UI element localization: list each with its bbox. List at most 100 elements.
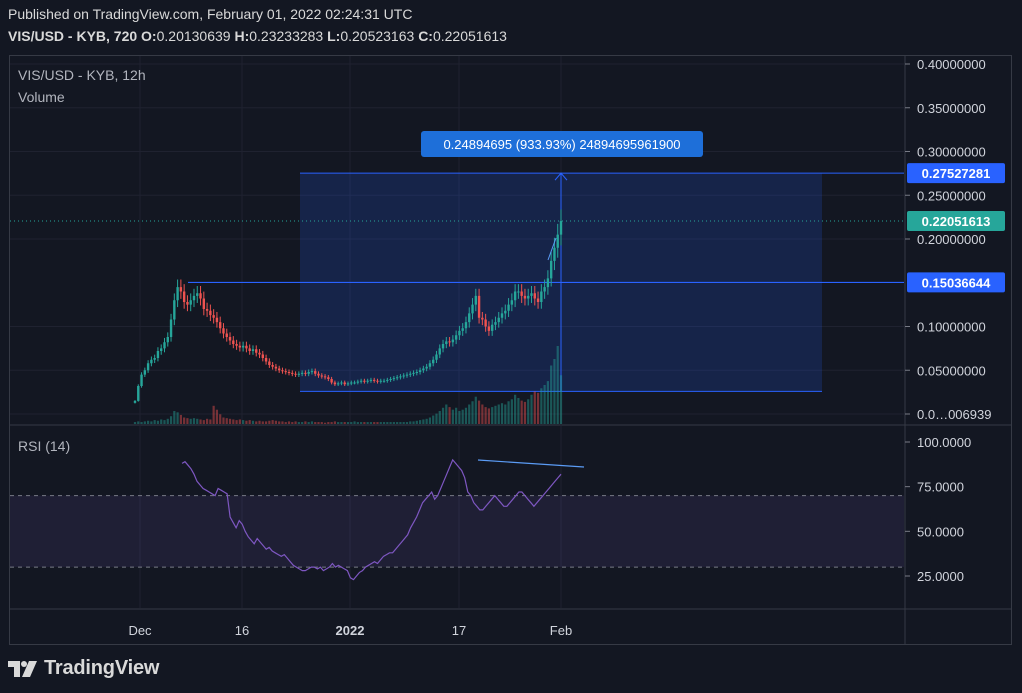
candle-body	[464, 322, 468, 329]
candle-body	[500, 313, 504, 318]
candle-body	[350, 382, 353, 384]
tradingview-logo-icon	[8, 660, 37, 677]
close-value: 0.22051613	[432, 28, 507, 44]
rsi-line	[181, 458, 562, 581]
volume-bar	[179, 414, 182, 424]
candle-body	[284, 371, 287, 373]
volume-bar	[517, 398, 520, 424]
volume-bar	[186, 418, 189, 424]
volume-bar	[428, 417, 432, 424]
volume-bar	[287, 421, 291, 424]
volume-bar	[540, 388, 543, 424]
volume-bar	[441, 407, 445, 424]
tradingview-logo[interactable]: TradingView	[8, 657, 159, 680]
candle-body	[530, 293, 533, 296]
candle-body	[379, 380, 382, 382]
measure-label-box[interactable]: 0.24894695 (933.93%) 24894695961900	[421, 131, 703, 157]
volume-bar	[386, 422, 389, 424]
candle-body	[346, 383, 350, 385]
volume-bar	[294, 421, 297, 424]
volume-bar	[402, 422, 405, 424]
candle-body	[225, 333, 228, 337]
volume-bar	[343, 422, 346, 424]
candle-body	[153, 358, 156, 360]
volume-bar	[183, 417, 186, 424]
volume-bar	[363, 422, 366, 424]
candle-body	[418, 370, 422, 372]
candle-body	[471, 304, 474, 314]
volume-bar	[497, 404, 500, 424]
price-badge-label: 0.15036644	[922, 275, 991, 290]
rsi-tick-label: 75.0000	[917, 480, 964, 495]
volume-bar	[474, 396, 477, 424]
candle-body	[523, 295, 527, 299]
volume-bar	[484, 407, 487, 424]
volume-bar	[487, 408, 491, 424]
candle-body	[336, 383, 340, 385]
candle-body	[333, 382, 337, 385]
low-value: 0.20523163	[340, 28, 415, 44]
candle-body	[353, 382, 356, 384]
candle-body	[137, 386, 140, 401]
candle-body	[277, 368, 281, 371]
volume-bar	[310, 421, 314, 424]
candle-body	[366, 380, 369, 382]
volume-bar	[212, 405, 215, 424]
volume-bar	[533, 391, 536, 424]
volume-bar	[399, 422, 402, 424]
candle-body	[173, 300, 176, 320]
volume-bar	[556, 346, 559, 424]
volume-bar	[245, 420, 248, 424]
volume-bar	[477, 400, 481, 424]
volume-bar	[301, 422, 304, 424]
candle-body	[251, 349, 255, 351]
price-trend-line[interactable]	[547, 237, 557, 261]
volume-bar	[350, 422, 353, 424]
candle-body	[448, 341, 451, 343]
volume-bar	[173, 411, 176, 424]
volume-bar	[369, 422, 373, 424]
volume-bar	[189, 418, 192, 424]
candle-body	[428, 363, 432, 367]
volume-bar	[323, 422, 327, 424]
candle-body	[156, 351, 160, 358]
candle-body	[160, 348, 163, 351]
candle-body	[268, 361, 271, 365]
volume-bar	[196, 418, 199, 424]
volume-bar	[425, 418, 428, 424]
time-label-dec: Dec	[128, 623, 152, 638]
volume-bar	[176, 412, 179, 424]
candle-body	[219, 322, 222, 329]
candle-body	[146, 363, 150, 371]
price-axis[interactable]: 0.40000000 0.35000000 0.30000000 0.25000000…	[905, 57, 991, 422]
volume-bar	[284, 422, 287, 424]
measure-label: 0.24894695 (933.93%) 24894695961900	[443, 137, 680, 152]
price-tick-label: 0.40000000	[917, 57, 986, 72]
candle-body	[373, 379, 376, 381]
candle-body	[261, 354, 264, 358]
volume-bar	[451, 409, 454, 424]
rsi-tick-label: 25.0000	[917, 569, 964, 584]
volume-bar	[219, 414, 222, 424]
volume-bar	[514, 394, 517, 424]
candle-body	[481, 317, 484, 320]
volume-bar	[215, 409, 219, 424]
volume-bar	[222, 417, 225, 424]
time-axis[interactable]: Dec 16 2022 17 Feb	[128, 623, 572, 638]
volume-bar	[202, 420, 205, 424]
rsi-trend-line[interactable]	[477, 459, 585, 468]
candle-body	[320, 375, 323, 377]
volume-bar	[143, 421, 146, 424]
chart-frame[interactable]	[9, 55, 1012, 645]
volume-bar	[507, 401, 510, 424]
volume-bars	[133, 346, 563, 424]
volume-bar	[248, 420, 251, 424]
open-value: 0.20130639	[156, 28, 231, 44]
candle-body	[248, 348, 251, 351]
volume-bar	[536, 392, 540, 424]
candle-body	[458, 330, 461, 336]
rsi-axis[interactable]: 100.0000 75.0000 50.0000 25.0000	[905, 435, 971, 584]
candle-body	[330, 379, 333, 383]
candle-body	[513, 291, 517, 301]
